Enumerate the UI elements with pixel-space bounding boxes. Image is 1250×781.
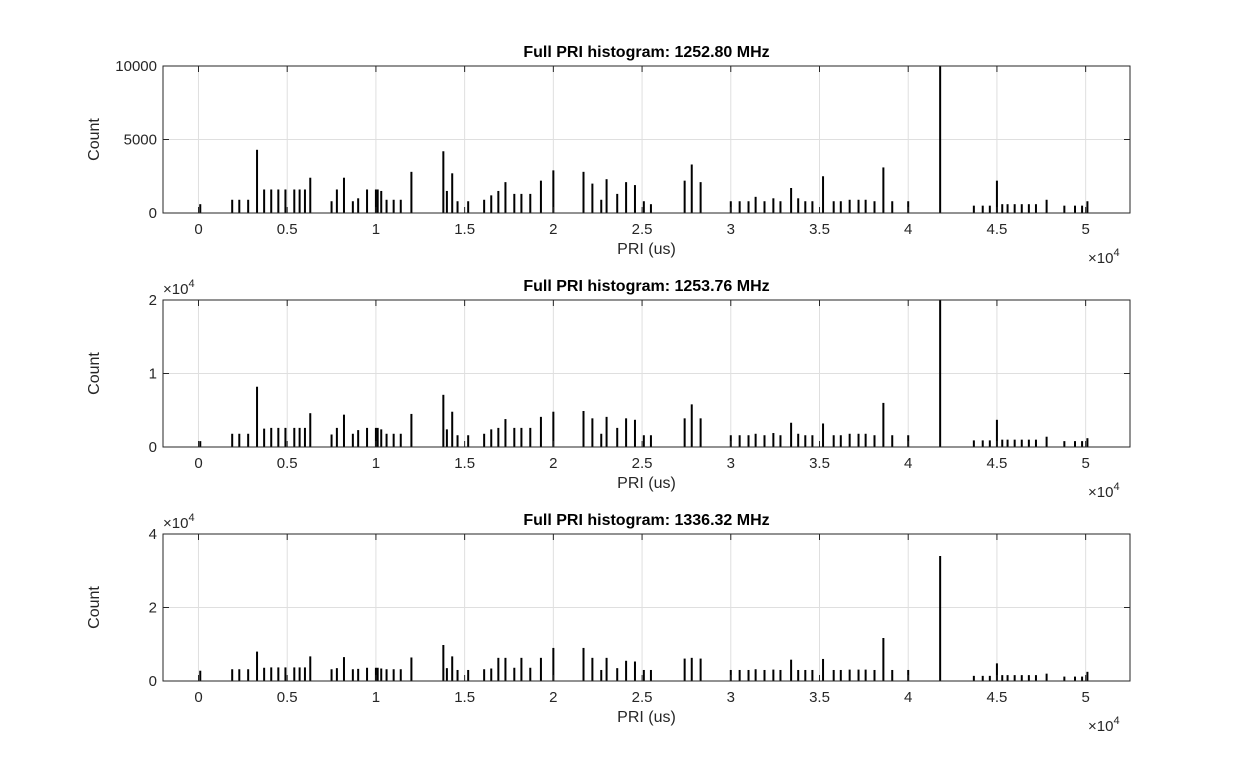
y-tick-label: 0 [149, 439, 157, 456]
x-axis-label: PRI (us) [617, 241, 676, 258]
x-tick-label: 0.5 [277, 455, 298, 472]
chart-1: 0 0.5 1 1.5 2 2.5 3 3.5 4 4.5 5 0 5000 10000 Full PRI … [86, 44, 1131, 267]
y-tick-label: 4 [149, 526, 157, 543]
chart-title: Full PRI histogram: 1336.32 MHz [523, 512, 769, 529]
bars [199, 66, 1089, 213]
x-tick-label: 3.5 [809, 689, 830, 706]
x-tick-label: 5 [1081, 455, 1089, 472]
y-tick-label: 0 [149, 205, 157, 222]
x-tick-label: 4.5 [986, 689, 1007, 706]
x-tick-label: 4.5 [986, 221, 1007, 238]
x-tick-label: 4 [904, 689, 912, 706]
y-exponent-label: ×104 [163, 512, 195, 532]
y-axis-label: Count [86, 118, 103, 161]
y-tick-label: 2 [149, 600, 157, 617]
x-tick-label: 1 [372, 221, 380, 238]
x-exponent-label: ×104 [1088, 481, 1120, 501]
x-tick-label: 3 [727, 689, 735, 706]
chart-3: 0 0.5 1 1.5 2 2.5 3 3.5 4 4.5 5 0 2 4 Full PRI histogr… [86, 512, 1131, 735]
y-axis-label: Count [86, 352, 103, 395]
x-tick-label: 0 [194, 455, 202, 472]
x-tick-label: 1.5 [454, 689, 475, 706]
x-tick-label: 2.5 [632, 221, 653, 238]
y-exponent-label: ×104 [163, 278, 195, 298]
bars [199, 556, 1089, 681]
x-exponent-base: ×10 [1088, 250, 1113, 267]
y-tick-label: 2 [149, 292, 157, 309]
chart-title: Full PRI histogram: 1252.80 MHz [523, 44, 769, 61]
x-tick-label: 4 [904, 221, 912, 238]
y-exponent-value: 4 [188, 278, 194, 290]
y-exponent-base: ×10 [163, 515, 188, 532]
x-tick-label: 1 [372, 689, 380, 706]
x-exponent-base: ×10 [1088, 484, 1113, 501]
x-exponent-label: ×104 [1088, 247, 1120, 267]
y-tick-label: 1 [149, 366, 157, 383]
x-tick-label: 0.5 [277, 221, 298, 238]
x-tick-label: 0 [194, 221, 202, 238]
x-exponent-value: 4 [1113, 715, 1119, 727]
x-tick-label: 5 [1081, 689, 1089, 706]
x-tick-label: 3 [727, 221, 735, 238]
x-tick-label: 3.5 [809, 221, 830, 238]
x-axis-label: PRI (us) [617, 709, 676, 726]
x-tick-label: 2.5 [632, 455, 653, 472]
y-exponent-base: ×10 [163, 281, 188, 298]
x-exponent-base: ×10 [1088, 718, 1113, 735]
x-tick-label: 1.5 [454, 455, 475, 472]
y-tick-label: 10000 [115, 58, 157, 75]
x-tick-label: 2 [549, 689, 557, 706]
x-tick-label: 5 [1081, 221, 1089, 238]
y-axis-label: Count [86, 586, 103, 629]
y-tick-label: 5000 [124, 132, 157, 149]
x-tick-label: 3.5 [809, 455, 830, 472]
x-tick-label: 2 [549, 221, 557, 238]
y-tick-label: 0 [149, 673, 157, 690]
x-tick-label: 1 [372, 455, 380, 472]
x-exponent-label: ×104 [1088, 715, 1120, 735]
x-tick-label: 1.5 [454, 221, 475, 238]
y-exponent-value: 4 [188, 512, 194, 524]
x-exponent-value: 4 [1113, 481, 1119, 493]
x-tick-label: 4.5 [986, 455, 1007, 472]
chart-title: Full PRI histogram: 1253.76 MHz [523, 278, 769, 295]
x-tick-label: 2.5 [632, 689, 653, 706]
x-tick-label: 4 [904, 455, 912, 472]
x-tick-label: 2 [549, 455, 557, 472]
x-tick-label: 0.5 [277, 689, 298, 706]
chart-2: 0 0.5 1 1.5 2 2.5 3 3.5 4 4.5 5 0 1 2 Full PRI histogr… [86, 278, 1131, 501]
x-tick-label: 0 [194, 689, 202, 706]
x-axis-label: PRI (us) [617, 475, 676, 492]
x-tick-label: 3 [727, 455, 735, 472]
x-exponent-value: 4 [1113, 247, 1119, 259]
